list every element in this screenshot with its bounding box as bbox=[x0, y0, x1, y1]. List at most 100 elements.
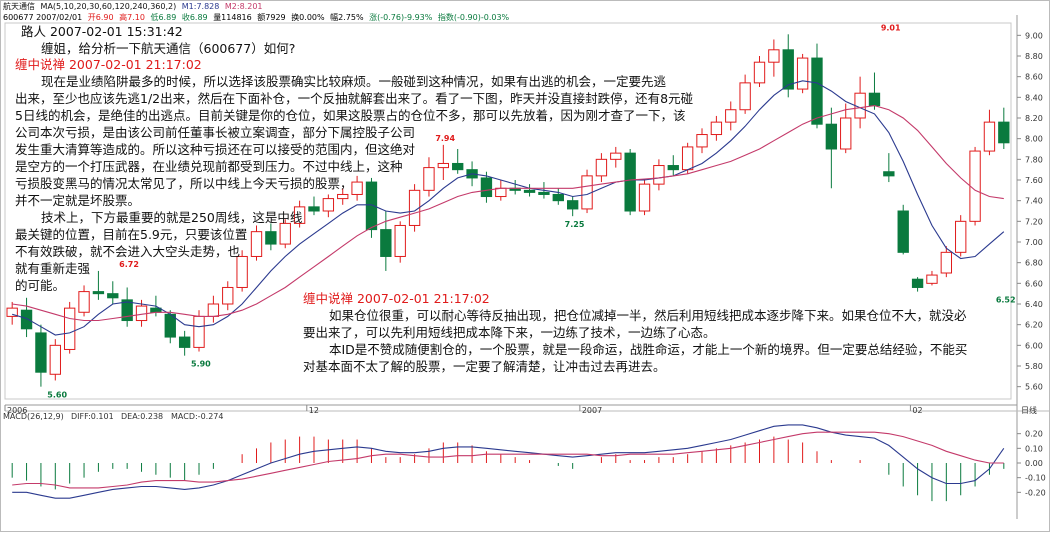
post-2-line: 不有效跌破，就不会进入大空头走势，也 bbox=[15, 244, 241, 259]
post-3-line: 本ID是不赞成随便割仓的，一个股票，就是一段命运，战胜命运，才能上一个新的境界。… bbox=[329, 342, 968, 357]
price-annotation: 6.72 bbox=[119, 260, 139, 269]
candle-down bbox=[308, 206, 320, 212]
amplitude-value: 幅2.75% bbox=[330, 13, 364, 22]
macd-tick-label: 0.20 bbox=[1025, 430, 1043, 439]
price-tick-label: 9.00 bbox=[1025, 31, 1043, 40]
price-annotation: 7.94 bbox=[435, 134, 455, 143]
date-tick-label: 02 bbox=[912, 406, 922, 415]
candle-down bbox=[178, 336, 191, 348]
candle-down bbox=[624, 152, 636, 212]
candle-up bbox=[638, 183, 651, 212]
candle-up bbox=[495, 187, 507, 198]
candle-up bbox=[49, 344, 61, 375]
candle-up bbox=[681, 146, 694, 171]
macd-tick-label: 0.00 bbox=[1025, 459, 1043, 468]
price-tick-label: 7.80 bbox=[1025, 155, 1043, 164]
candle-down bbox=[911, 278, 924, 288]
post-2-line: 技术上，下方最重要的就是250周线，这是中线 bbox=[41, 210, 303, 225]
post-3-line: 如果仓位很重，可以耐心等待反抽出现，把仓位减掉一半，然后利用短线把成本逐步降下来… bbox=[329, 308, 967, 323]
date-tick-label: 2006 bbox=[7, 406, 27, 415]
macd-tick-label: -0.20 bbox=[1025, 488, 1046, 497]
post-2-line: 公司本次亏损，是由该公司前任董事长被立案调查，部分下属控股子公司 bbox=[15, 125, 416, 140]
candle-down bbox=[883, 171, 895, 177]
candle-up bbox=[595, 158, 608, 177]
candle-up bbox=[78, 291, 90, 313]
post-3-author: 缠中说禅 2007-02-01 21:17:02 bbox=[303, 291, 490, 306]
post-2-line: 现在是业绩陷阱最多的时候，所以选择该股票确实比较麻烦。一般碰到这种情况，如果有出… bbox=[41, 74, 667, 89]
candle-up bbox=[293, 206, 306, 224]
post-3-line: 要出来了，可以先利用短线把成本降下来，一边练了技术，一边练了心态。 bbox=[303, 325, 716, 340]
macd-hist-label: MACD:-0.274 bbox=[171, 412, 223, 421]
candle-up bbox=[322, 198, 335, 212]
candle-up bbox=[796, 57, 809, 90]
price-tick-label: 6.60 bbox=[1025, 279, 1043, 288]
high-value: 高7.10 bbox=[119, 13, 145, 22]
macd-title: MACD(26,12,9) bbox=[3, 412, 64, 421]
candle-down bbox=[20, 309, 33, 330]
macd-tick-label: -0.10 bbox=[1025, 474, 1046, 483]
change-value: 涨(-0.76)-9.93% bbox=[369, 13, 433, 22]
price-tick-label: 6.80 bbox=[1025, 259, 1043, 268]
post-2-line: 亏损股变黑马的情况太常见了，所以中线上今天亏损的股票， bbox=[15, 176, 353, 191]
post-2-line: 5日线的机会，是绝佳的出逃点。目前关键是你的仓位，如果这股票占的仓位不多，那可以… bbox=[15, 108, 686, 123]
candle-up bbox=[840, 117, 852, 150]
price-annotation: 7.25 bbox=[565, 220, 585, 229]
post-2-line: 就有重新走强 bbox=[15, 261, 91, 276]
candle-up bbox=[926, 274, 938, 284]
price-tick-label: 8.40 bbox=[1025, 93, 1043, 102]
price-tick-label: 7.40 bbox=[1025, 197, 1043, 206]
post-2-line: 的可能。 bbox=[15, 278, 66, 293]
price-tick-label: 5.60 bbox=[1025, 383, 1043, 392]
date-tick-label: 2007 bbox=[582, 406, 602, 415]
low-value: 低6.89 bbox=[150, 13, 177, 22]
candle-up bbox=[610, 152, 622, 160]
amount-value: 额7929 bbox=[257, 13, 286, 22]
candle-down bbox=[480, 177, 493, 198]
price-tick-label: 6.00 bbox=[1025, 341, 1043, 350]
price-tick-label: 6.20 bbox=[1025, 321, 1043, 330]
macd-dea-label: DEA:0.238 bbox=[121, 412, 163, 421]
post-2-line: 最关键的位置，目前在5.9元，只要该位置 bbox=[15, 227, 248, 242]
price-annotation: 9.01 bbox=[881, 23, 901, 32]
price-tick-label: 8.80 bbox=[1025, 52, 1043, 61]
candle-up bbox=[437, 162, 450, 169]
candle-up bbox=[423, 167, 435, 191]
period-label: 日线 bbox=[1021, 405, 1037, 415]
post-3-line: 对基本面不太了解的股票，一定要了解清楚，让冲击过去再进去。 bbox=[303, 359, 666, 374]
candle-up bbox=[983, 121, 996, 152]
candle-up bbox=[768, 49, 780, 63]
candle-up bbox=[279, 222, 291, 245]
candle-up bbox=[250, 231, 263, 257]
ma-short-line bbox=[12, 80, 1005, 336]
m1-value: M1:7.828 bbox=[181, 2, 220, 11]
price-tick-label: 8.20 bbox=[1025, 114, 1043, 123]
stock-name: 航天通信 bbox=[3, 2, 35, 11]
price-tick-label: 6.40 bbox=[1025, 300, 1043, 309]
price-tick-label: 8.00 bbox=[1025, 135, 1043, 144]
candle-down bbox=[523, 189, 536, 193]
candle-down bbox=[868, 92, 881, 107]
post-2-author: 缠中说禅 2007-02-01 21:17:02 bbox=[15, 57, 202, 72]
ma-label: MA(5,10,20,30,60,120,240,360,2) bbox=[40, 2, 177, 11]
post-1-author: 路人 2007-02-01 15:31:42 bbox=[21, 24, 183, 39]
candle-up bbox=[969, 150, 981, 222]
post-2-line: 并不一定就是坏股票。 bbox=[15, 193, 141, 208]
macd-diff-label: DIFF:0.101 bbox=[71, 412, 114, 421]
price-annotation: 5.90 bbox=[191, 360, 211, 369]
date-tick-label: 12 bbox=[309, 406, 319, 415]
candle-down bbox=[452, 162, 464, 171]
candle-up bbox=[337, 193, 349, 200]
candle-up bbox=[725, 109, 737, 123]
price-tick-label: 7.20 bbox=[1025, 217, 1043, 226]
post-1-line: 缠姐，给分析一下航天通信（600677）如何? bbox=[41, 41, 296, 56]
post-2-line: 是空方的一个打压武器，在业绩兑现前都受到压力。不过中线上，这种 bbox=[15, 159, 403, 174]
candle-down bbox=[998, 121, 1010, 144]
candle-up bbox=[236, 255, 248, 288]
candle-down bbox=[121, 299, 133, 322]
candle-up bbox=[207, 303, 220, 317]
candle-up bbox=[955, 220, 967, 253]
candle-down bbox=[825, 123, 838, 150]
candle-up bbox=[63, 307, 76, 350]
